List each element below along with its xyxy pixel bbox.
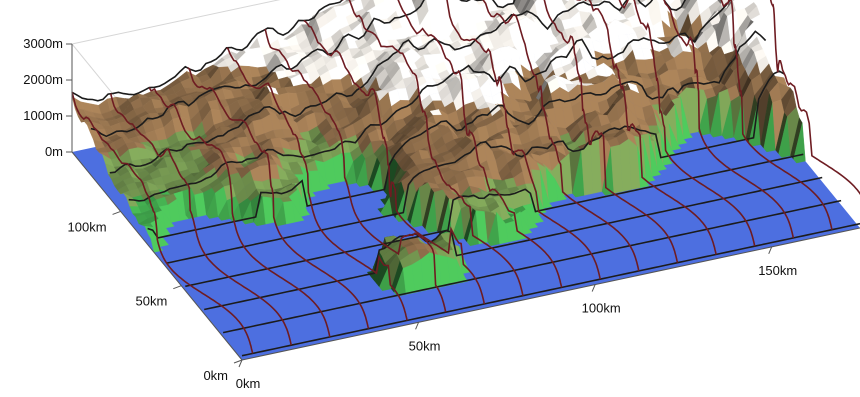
mesh-line-x [71,0,344,102]
y-tick-label: 0km [203,368,228,383]
box-edge-1 [71,0,281,45]
mesh-line-y [480,0,640,272]
mesh-line-y [663,0,795,239]
terrain-cell [292,201,305,223]
mesh-line-y [618,0,756,247]
terrain-cell [525,209,539,230]
terrain-cell [513,0,522,10]
terrain-cell [654,141,667,172]
mesh-line-x [128,0,731,202]
mesh-line-x [204,176,823,311]
mesh-line-y [109,93,292,346]
y-tick-label: 50km [135,294,167,309]
mesh-line-y [148,87,331,338]
terrain-cell [297,189,311,217]
mesh-line-y [576,0,717,255]
mesh-line-x [147,30,767,239]
mesh-line-y [341,0,524,296]
mesh-line-y [226,47,408,321]
x-tick [768,246,773,255]
mesh-line-y [303,19,486,305]
terrain-cell [303,174,316,199]
y-tick [173,285,182,290]
z-tick-label: 2000m [23,72,63,87]
terrain-cell [668,123,682,151]
y-axis-line [71,151,243,361]
x-tick-label: 50km [409,338,441,353]
terrain-cell [317,170,331,191]
mesh-line-y [543,0,679,263]
mesh-grid [71,0,860,357]
terrain-cell [642,137,656,183]
x-tick-label: 150km [758,263,797,278]
terrain-cell [411,0,417,5]
terrain-cell [455,259,469,284]
mesh-line-y [71,92,254,354]
terrain-cell [648,133,662,177]
terrain-cell [674,104,688,145]
axes: 0km 50km 100km 150km 0km 50km 100km 0m 1000m 2000… [23,36,860,391]
y-tick [112,210,121,215]
terrain-cell [637,146,650,188]
terrain-cell [533,0,538,3]
x-tick [591,284,596,292]
mesh-line-x [241,222,860,357]
terrain-cell [682,0,691,9]
mesh-line-x [90,0,516,138]
y-tick-label: 100km [68,219,107,234]
mesh-line-x [109,0,687,174]
mesh-line-y [446,0,601,280]
x-tick [238,359,243,368]
y-tick [233,359,243,364]
z-tick-label: 3000m [23,36,63,51]
x-tick [415,322,420,330]
x-tick-label: 0km [236,376,261,391]
terrain-cell [540,170,553,209]
terrain-cell [554,178,568,202]
mesh-line-x [222,199,842,334]
mesh-line-y [720,0,833,230]
mesh-line-y [264,28,447,313]
terrain-cell [680,96,693,140]
z-tick-label: 1000m [23,108,63,123]
terrain-cell [519,211,533,235]
terrain-cell [162,210,175,229]
mesh-line-y [397,0,563,288]
x-axis-line [241,227,860,361]
z-tick-label: 0m [45,144,63,159]
mesh-line-x [185,153,804,288]
mesh-line-y [769,0,860,195]
x-tick-label: 100km [582,301,621,316]
terrain-cell [793,122,806,164]
mesh-line-y [187,67,370,329]
